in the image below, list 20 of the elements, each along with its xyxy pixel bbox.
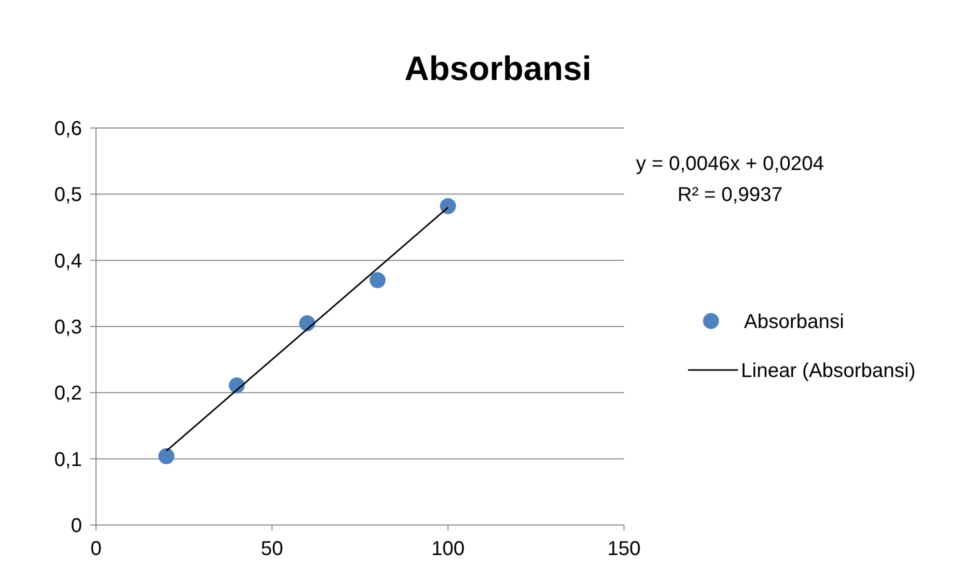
x-tick-label: 0: [90, 538, 102, 560]
point: [370, 272, 386, 288]
y-tick-label: 0,3: [54, 316, 82, 338]
text: R² = 0,9937: [677, 184, 783, 206]
point: [158, 448, 174, 464]
x-tick-label: 150: [607, 538, 641, 560]
y-tick-label: 0,6: [54, 118, 82, 140]
y-tick-label: 0: [70, 515, 82, 537]
y-tick-label: 0,2: [54, 382, 82, 405]
legend-label: Absorbansi: [744, 311, 844, 333]
text: y = 0,0046x + 0,0204: [636, 153, 824, 175]
legend-label: Linear (Absorbansi): [741, 360, 916, 382]
point: [299, 315, 316, 332]
y-tick-label: 0,5: [54, 184, 82, 206]
y-tick-label: 0,4: [54, 250, 82, 272]
point: [440, 198, 456, 214]
x-tick-label: 50: [260, 538, 284, 560]
x-tick-label: 100: [431, 538, 465, 560]
y-tick-label: 0,1: [54, 448, 82, 471]
chart-title: Absorbansi: [404, 50, 592, 88]
